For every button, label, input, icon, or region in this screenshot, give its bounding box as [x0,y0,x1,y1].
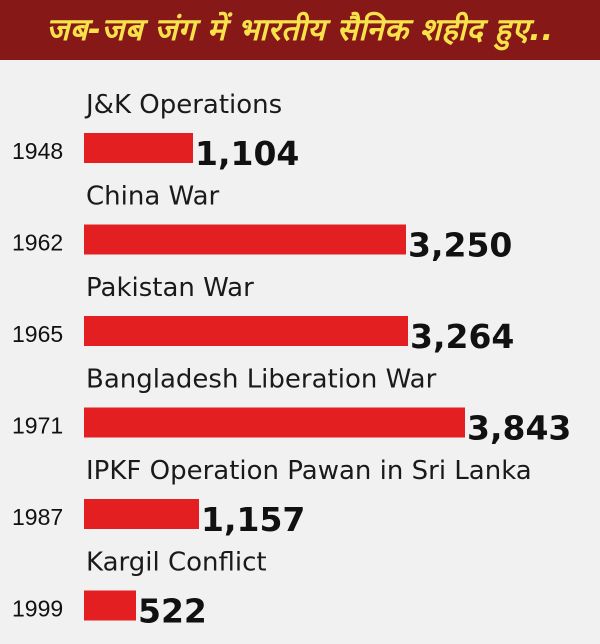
category-label: Pakistan War [86,273,254,303]
bar [84,316,408,346]
year-label: 1962 [12,230,63,256]
year-label: 1987 [12,504,63,530]
value-label: 3,264 [410,317,514,356]
bar-chart-svg: J&K Operations 1948 1,104 China War 1962 3,25… [12,90,571,631]
value-label: 3,843 [467,409,571,448]
value-label: 1,104 [195,134,299,173]
year-label: 1948 [12,138,63,164]
bar [84,499,199,529]
category-label: Kargil Conflict [86,548,267,578]
bar-row: China War 1962 3,250 [12,182,512,265]
category-label: J&K Operations [84,90,282,120]
value-label: 522 [138,592,207,631]
bar-chart: J&K Operations 1948 1,104 China War 1962 3,25… [0,60,600,644]
category-label: China War [86,182,220,212]
bar-row: Bangladesh Liberation War 1971 3,843 [12,365,571,448]
year-label: 1965 [12,321,63,347]
bar [84,407,465,438]
bar-row: Pakistan War 1965 3,264 [12,273,514,356]
category-label: Bangladesh Liberation War [86,365,437,395]
value-label: 1,157 [201,500,305,539]
bar-row: J&K Operations 1948 1,104 [12,90,299,173]
bar-row: IPKF Operation Pawan in Sri Lanka 1987 1,1… [12,456,532,539]
value-label: 3,250 [408,226,512,265]
bar [84,590,136,621]
header-banner: जब-जब जंग में भारतीय सैनिक शहीद हुए.. [0,0,600,60]
page-title: जब-जब जंग में भारतीय सैनिक शहीद हुए.. [46,12,554,48]
year-label: 1999 [12,596,63,622]
bar [84,224,406,255]
bar [84,133,193,163]
category-label: IPKF Operation Pawan in Sri Lanka [86,456,532,486]
year-label: 1971 [12,413,63,439]
bar-row: Kargil Conflict 1999 522 [12,548,267,631]
